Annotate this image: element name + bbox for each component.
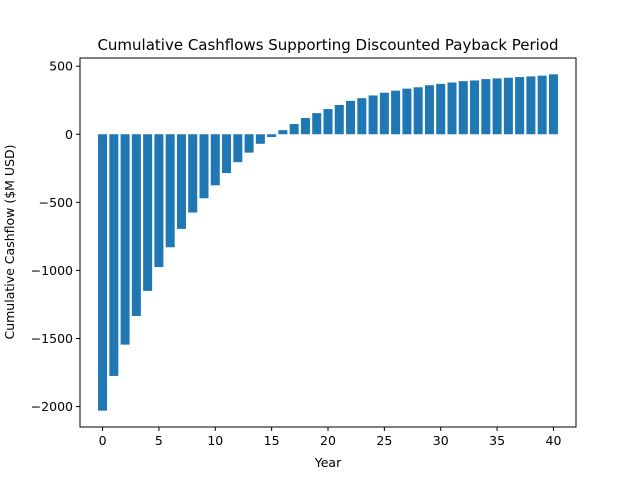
bar-year-8 xyxy=(188,134,198,213)
bar-year-12 xyxy=(233,134,243,163)
bar-year-4 xyxy=(143,134,153,291)
x-tick-label: 40 xyxy=(546,433,562,448)
bar-year-26 xyxy=(391,90,401,135)
bar-year-30 xyxy=(436,83,446,135)
bar-year-11 xyxy=(222,134,232,174)
bar-year-6 xyxy=(165,134,175,248)
y-tick-label: 0 xyxy=(65,127,73,142)
bar-year-38 xyxy=(526,76,536,135)
x-axis-label: Year xyxy=(314,455,342,470)
bar-year-27 xyxy=(402,88,412,135)
x-tick-label: 0 xyxy=(99,433,107,448)
y-tick-label: 500 xyxy=(49,59,73,74)
chart-title: Cumulative Cashflows Supporting Discount… xyxy=(97,36,558,54)
bar-year-19 xyxy=(312,113,322,135)
x-tick-label: 20 xyxy=(320,433,336,448)
bar-year-23 xyxy=(357,98,367,135)
bar-year-39 xyxy=(537,75,547,135)
bar-year-37 xyxy=(515,77,525,135)
bar-year-15 xyxy=(267,134,277,137)
bar-year-33 xyxy=(470,80,480,135)
x-tick-label: 15 xyxy=(264,433,280,448)
bar-year-28 xyxy=(413,87,423,135)
bar-year-17 xyxy=(289,124,299,135)
bar-year-21 xyxy=(334,104,344,135)
bar-year-35 xyxy=(492,78,502,135)
bar-year-31 xyxy=(447,82,457,135)
y-tick-label: −1000 xyxy=(31,263,73,278)
bar-year-5 xyxy=(154,134,164,268)
bar-year-7 xyxy=(176,134,186,229)
y-tick-label: −500 xyxy=(39,195,73,210)
bar-year-14 xyxy=(255,134,265,144)
bar-year-29 xyxy=(424,85,434,135)
x-tick-label: 10 xyxy=(207,433,223,448)
y-axis-label: Cumulative Cashflow ($M USD) xyxy=(2,144,17,339)
y-tick-label: −2000 xyxy=(31,399,73,414)
x-tick-label: 35 xyxy=(489,433,505,448)
x-tick-label: 25 xyxy=(376,433,392,448)
x-axis-ticks: 0 5 10 15 20 25 30 35 40 xyxy=(99,427,562,448)
bar-year-3 xyxy=(131,134,141,317)
bar-year-24 xyxy=(368,95,378,135)
bar-year-16 xyxy=(278,130,288,135)
bar-year-9 xyxy=(199,134,209,199)
bar-year-2 xyxy=(120,134,130,345)
bar-year-20 xyxy=(323,109,333,135)
bar-year-25 xyxy=(379,92,389,135)
bar-year-18 xyxy=(300,117,310,135)
bar-year-34 xyxy=(481,79,491,135)
bar-year-0 xyxy=(98,134,108,411)
bar-year-10 xyxy=(210,134,220,186)
bar-year-40 xyxy=(548,74,558,135)
bar-year-32 xyxy=(458,81,468,135)
bar-year-1 xyxy=(109,134,119,376)
bar-year-36 xyxy=(503,77,513,135)
y-tick-label: −1500 xyxy=(31,331,73,346)
bar-series xyxy=(98,74,558,411)
x-tick-label: 5 xyxy=(155,433,163,448)
bar-year-22 xyxy=(346,100,356,135)
bar-year-13 xyxy=(244,134,254,153)
y-axis-ticks: −2000 −1500 −1000 −500 0 500 xyxy=(31,59,80,414)
x-tick-label: 30 xyxy=(433,433,449,448)
